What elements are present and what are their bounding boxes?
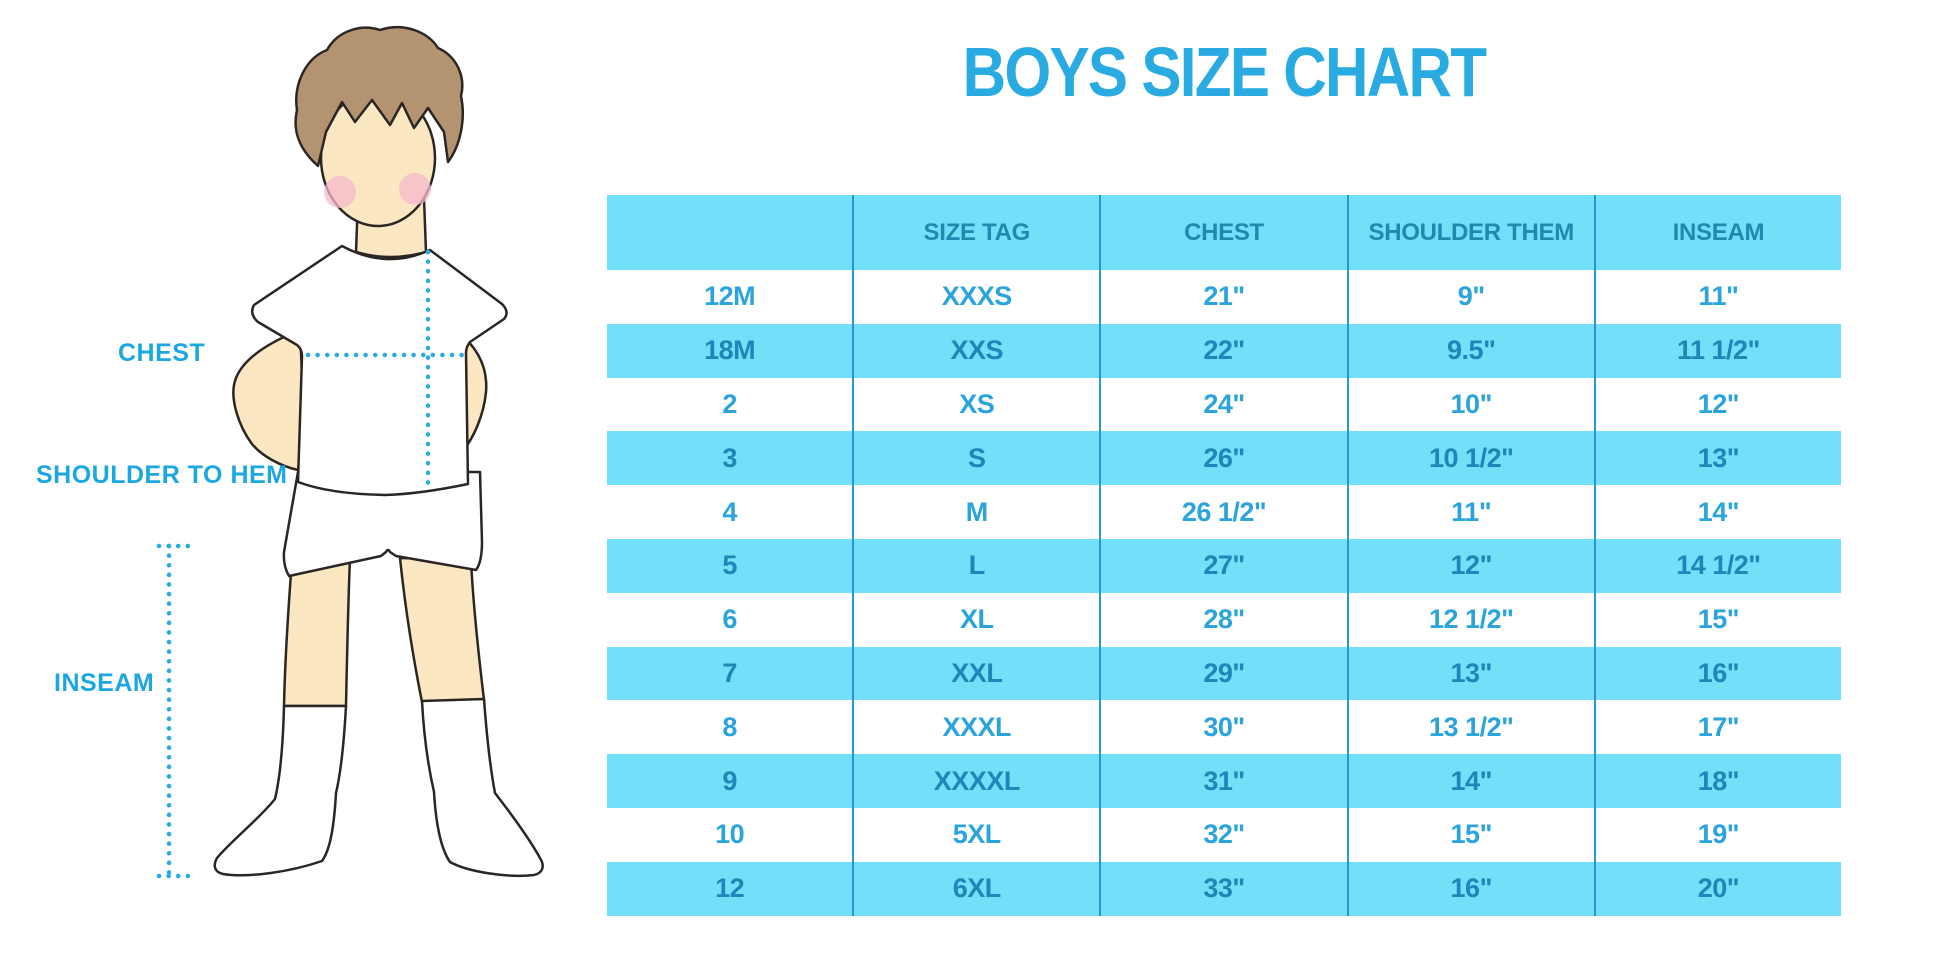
table-cell: 16" [1349, 861, 1596, 916]
table-cell: 14" [1697, 496, 1740, 527]
chest-label: CHEST [118, 339, 206, 367]
table-cell: XXXXL [854, 754, 1102, 808]
table-row: 9 XXXXL 31" 14" 18" [607, 754, 1841, 808]
table-cell: 21" [1101, 270, 1349, 324]
table-cell: 28" [1101, 592, 1349, 647]
shoulder-to-hem-label: SHOULDER TO HEM [36, 461, 288, 489]
table-cell: 30" [1101, 700, 1349, 755]
table-cell: XXL [854, 646, 1102, 701]
table-cell: XS [854, 377, 1102, 432]
table-header-row: SIZE TAG CHEST SHOULDER THEM INSEAM [607, 195, 1841, 270]
table-cell: 22" [1101, 323, 1349, 378]
table-cell: 20" [1697, 873, 1740, 904]
table-cell: XXS [854, 323, 1102, 378]
table-cell: 10" [1349, 377, 1596, 432]
table-row: 12M XXXS 21" 9" 11" [607, 270, 1841, 324]
header-cell: INSEAM [1672, 218, 1765, 246]
table-cell: 33" [1101, 861, 1349, 916]
table-cell: 14 1/2" [1676, 550, 1761, 581]
table-cell: 4 [607, 485, 855, 539]
table-cell: 8 [607, 700, 855, 755]
table-row: 8 XXXL 30" 13 1/2" 17" [607, 700, 1841, 755]
table-cell: 10 [607, 807, 855, 862]
table-cell: 11" [1698, 281, 1739, 312]
table-row: 7 XXL 29" 13" 16" [607, 646, 1841, 701]
table-row: 12 6XL 33" 16" 20" [607, 861, 1841, 916]
table-cell: 11 1/2" [1676, 335, 1760, 366]
table-row: 4 M 26 1/2" 11" 14" [607, 485, 1841, 539]
table-row: 6 XL 28" 12 1/2" 15" [607, 592, 1841, 647]
table-row: 5 L 27" 12" 14 1/2" [607, 538, 1841, 593]
table-row: 3 S 26" 10 1/2" 13" [607, 431, 1841, 486]
table-cell: 14" [1349, 754, 1596, 808]
table-cell: 26 1/2" [1101, 485, 1349, 539]
table-cell: 6XL [854, 861, 1102, 916]
header-cell [607, 195, 855, 270]
table-cell: 32" [1101, 807, 1349, 862]
header-cell: SHOULDER THEM [1349, 195, 1596, 270]
table-cell: 24" [1101, 377, 1349, 432]
table-row: 2 XS 24" 10" 12" [607, 377, 1841, 432]
size-table: SIZE TAG CHEST SHOULDER THEM INSEAM 12M XXXS 2… [607, 195, 1841, 916]
table-row: 10 5XL 32" 15" 19" [607, 807, 1841, 862]
table-cell: 13" [1349, 646, 1596, 701]
table-cell: 5XL [854, 807, 1102, 862]
table-cell: 27" [1101, 538, 1349, 593]
table-cell: 12" [1349, 538, 1596, 593]
header-cell: CHEST [1101, 195, 1349, 270]
table-cell: 5 [607, 538, 855, 593]
table-cell: 12" [1697, 388, 1740, 419]
table-cell: 15" [1697, 604, 1740, 635]
table-cell: M [854, 485, 1102, 539]
measurement-guides [156, 249, 468, 879]
table-cell: 9" [1349, 270, 1596, 324]
table-cell: 26" [1101, 431, 1349, 486]
table-cell: 31" [1101, 754, 1349, 808]
table-cell: 18M [607, 323, 855, 378]
table-cell: 29" [1101, 646, 1349, 701]
table-cell: 12 [607, 861, 855, 916]
table-cell: 12 1/2" [1349, 592, 1596, 647]
table-cell: 3 [607, 431, 855, 486]
table-cell: 6 [607, 592, 855, 647]
table-cell: 12M [607, 270, 855, 324]
boy-illustration [156, 25, 544, 879]
table-cell: 15" [1349, 807, 1596, 862]
table-cell: XL [854, 592, 1102, 647]
table-row: 18M XXS 22" 9.5" 11 1/2" [607, 323, 1841, 378]
table-cell: 2 [607, 377, 855, 432]
table-cell: 11" [1349, 485, 1596, 539]
table-cell: 17" [1697, 711, 1740, 742]
table-cell: S [854, 431, 1102, 486]
table-cell: 7 [607, 646, 855, 701]
table-cell: 13" [1697, 442, 1740, 473]
table-cell: XXXL [854, 700, 1102, 755]
table-cell: L [854, 538, 1102, 593]
table-cell: 9.5" [1349, 323, 1596, 378]
table-cell: 9 [607, 754, 855, 808]
table-cell: 18" [1697, 765, 1740, 796]
inseam-label: INSEAM [54, 669, 155, 697]
table-cell: XXXS [854, 270, 1102, 324]
page-title: BOYS SIZE CHART [962, 33, 1487, 111]
header-cell: SIZE TAG [854, 195, 1102, 270]
table-cell: 13 1/2" [1349, 700, 1596, 755]
table-cell: 19" [1697, 819, 1740, 850]
table-cell: 10 1/2" [1349, 431, 1596, 486]
table-cell: 16" [1697, 657, 1740, 688]
